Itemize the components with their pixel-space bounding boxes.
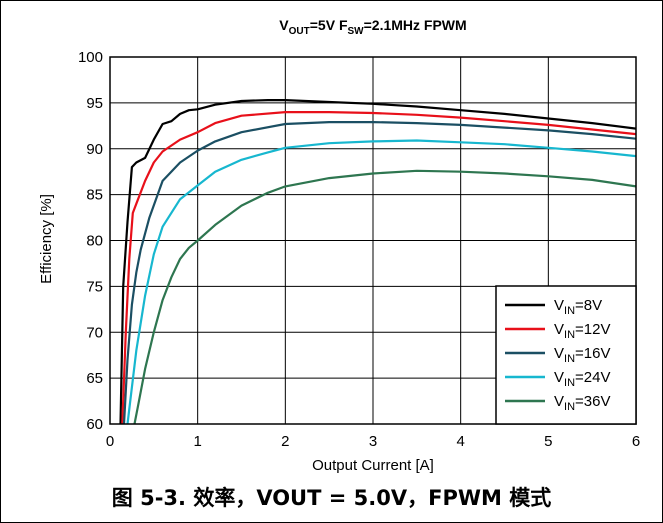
title-part: V: [279, 17, 289, 33]
x-tick-label: 3: [369, 433, 377, 450]
y-axis-label: Efficiency [%]: [38, 194, 55, 284]
legend: VIN=8V VIN=12V VIN=16V VIN=24V VIN=36V: [495, 285, 637, 425]
legend-label: VIN=36V: [554, 393, 610, 413]
legend-label: VIN=12V: [554, 321, 610, 341]
legend-label: VIN=24V: [554, 369, 610, 389]
legend-label: VIN=16V: [554, 345, 610, 365]
y-tick-label: 70: [86, 324, 103, 341]
series-line: [119, 98, 636, 424]
y-tick-label: 95: [86, 95, 103, 112]
x-tick-label: 5: [544, 433, 552, 450]
series-line: [122, 120, 636, 424]
y-tick-label: 100: [78, 49, 103, 66]
series-line: [126, 139, 636, 424]
title-part: =2.1MHz FPWM: [364, 17, 467, 33]
series-line: [133, 169, 636, 424]
x-axis-label: Output Current [A]: [312, 457, 434, 474]
y-tick-label: 65: [86, 370, 103, 387]
y-tick-label: 75: [86, 278, 103, 295]
plot-area-border: [109, 56, 637, 425]
y-tick-label: 60: [86, 416, 103, 433]
tick-labels: 0 1 2 3 4 5 6 60 65 70 75 80 85 90 95 100: [78, 49, 640, 450]
x-tick-label: 4: [456, 433, 464, 450]
title-part: SW: [348, 26, 365, 37]
x-tick-label: 1: [193, 433, 201, 450]
title-part: OUT: [289, 26, 310, 37]
series-line: [121, 110, 636, 424]
x-tick-label: 6: [632, 433, 640, 450]
efficiency-chart: VOUT=5V FSW=2.1MHz FPWM 0 1 2 3 4 5 6 60 65 70 75 8…: [38, 17, 640, 474]
title-part: =5V F: [310, 17, 348, 33]
figure-caption: 图 5-3. 效率，VOUT = 5.0V，FPWM 模式: [111, 486, 552, 510]
series-lines: [119, 98, 636, 424]
y-tick-label: 90: [86, 141, 103, 158]
y-tick-label: 80: [86, 233, 103, 250]
x-tick-label: 0: [106, 433, 114, 450]
x-tick-label: 2: [281, 433, 289, 450]
chart-title: VOUT=5V FSW=2.1MHz FPWM: [279, 17, 466, 37]
y-tick-label: 85: [86, 187, 103, 204]
legend-label: VIN=8V: [554, 297, 602, 317]
